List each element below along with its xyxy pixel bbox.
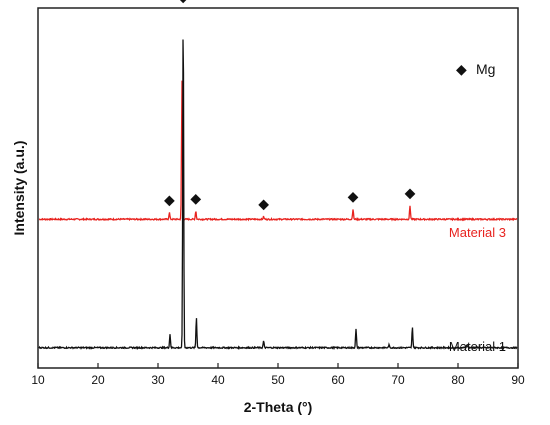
x-tick-marks	[37, 363, 519, 368]
legend: ◆ Mg	[456, 61, 495, 77]
mg-peak-marker-5: ◆	[348, 188, 359, 204]
x-tick-label-90: 90	[511, 373, 525, 387]
x-tick-labels: 10 20 30 40 50 60 70 80 90	[31, 373, 525, 387]
x-tick-label-40: 40	[211, 373, 225, 387]
x-tick-label-70: 70	[391, 373, 405, 387]
mg-peak-marker-2: ◆	[178, 0, 189, 5]
legend-marker-icon: ◆	[456, 61, 467, 77]
series-label-material-3: Material 3	[449, 225, 506, 240]
x-tick-label-20: 20	[91, 373, 105, 387]
series-line-material-1	[38, 39, 518, 351]
x-tick-label-80: 80	[451, 373, 465, 387]
x-tick-label-60: 60	[331, 373, 345, 387]
legend-label: Mg	[476, 61, 495, 77]
series-layer	[38, 39, 518, 351]
series-label-material-1: Material 1	[449, 339, 506, 354]
mg-peak-marker-6: ◆	[405, 185, 416, 201]
marker-layer: ◆ ◆ ◆ ◆ ◆ ◆	[164, 0, 416, 212]
x-axis-title: 2-Theta (°)	[244, 399, 313, 415]
plot-frame	[37, 7, 519, 369]
mg-peak-marker-1: ◆	[164, 192, 175, 208]
x-tick-label-10: 10	[31, 373, 45, 387]
mg-peak-marker-4: ◆	[258, 196, 269, 212]
y-axis-title: Intensity (a.u.)	[11, 141, 27, 236]
series-line-material-3	[38, 80, 518, 222]
x-tick-label-30: 30	[151, 373, 165, 387]
x-tick-label-50: 50	[271, 373, 285, 387]
mg-peak-marker-3: ◆	[190, 190, 201, 206]
